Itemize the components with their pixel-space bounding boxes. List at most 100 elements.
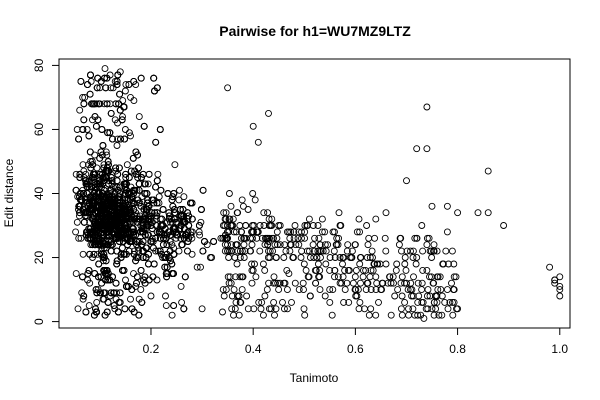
data-point xyxy=(449,298,456,306)
data-point xyxy=(306,254,314,261)
data-point xyxy=(112,164,120,172)
data-point xyxy=(128,286,136,294)
data-point xyxy=(116,106,124,114)
data-point xyxy=(365,234,373,242)
data-point xyxy=(97,193,105,201)
data-point xyxy=(208,254,216,261)
data-point xyxy=(92,308,100,316)
data-point xyxy=(252,273,260,281)
data-point xyxy=(159,254,167,261)
data-point xyxy=(99,142,107,149)
data-point xyxy=(316,241,324,249)
data-point xyxy=(93,164,101,172)
data-point xyxy=(149,196,157,204)
data-point xyxy=(311,234,319,242)
data-point xyxy=(181,218,189,226)
data-point xyxy=(83,126,91,133)
data-point xyxy=(171,215,179,223)
data-point xyxy=(220,292,228,300)
data-point xyxy=(119,97,127,105)
data-point xyxy=(426,292,434,300)
data-point xyxy=(357,279,364,287)
data-point xyxy=(197,218,205,226)
data-point xyxy=(256,222,264,229)
data-point xyxy=(329,228,337,236)
data-point xyxy=(127,167,135,175)
data-point xyxy=(113,247,121,255)
data-point xyxy=(103,225,111,233)
data-point xyxy=(418,286,426,294)
data-point xyxy=(367,286,375,294)
data-point xyxy=(405,305,412,313)
data-point xyxy=(127,238,135,245)
data-point xyxy=(413,234,421,242)
data-point xyxy=(318,228,326,236)
data-point xyxy=(97,250,105,258)
data-point xyxy=(276,279,284,287)
data-point xyxy=(147,292,155,300)
data-point xyxy=(244,305,252,313)
data-point xyxy=(264,234,272,242)
data-point xyxy=(423,292,431,300)
data-point xyxy=(79,161,87,169)
data-point xyxy=(149,244,157,252)
data-point xyxy=(403,279,410,287)
data-point xyxy=(374,260,382,268)
data-point xyxy=(145,215,153,223)
data-point xyxy=(352,292,360,300)
data-point xyxy=(248,279,256,287)
data-point xyxy=(104,129,112,137)
data-point xyxy=(111,116,119,124)
data-point xyxy=(424,286,432,294)
data-point xyxy=(122,282,130,290)
data-point xyxy=(362,266,370,274)
data-point xyxy=(546,263,554,271)
data-point xyxy=(448,279,455,287)
data-point xyxy=(314,222,322,229)
data-point xyxy=(334,241,342,249)
data-point xyxy=(229,222,237,229)
data-point xyxy=(72,186,80,194)
data-point xyxy=(168,241,176,249)
chart-title: Pairwise for h1=WU7MZ9LTZ xyxy=(219,23,411,39)
data-point xyxy=(290,234,298,242)
data-point xyxy=(289,254,297,261)
data-point xyxy=(551,279,559,287)
data-point xyxy=(199,247,207,255)
data-point xyxy=(484,167,492,175)
data-point xyxy=(103,266,111,274)
y-tick-label: 40 xyxy=(32,187,46,201)
data-point xyxy=(314,260,322,268)
data-point xyxy=(94,241,102,249)
data-point xyxy=(175,247,183,255)
data-point xyxy=(122,276,129,284)
data-point xyxy=(119,113,126,121)
data-point xyxy=(153,177,161,185)
data-point xyxy=(231,254,239,261)
data-point xyxy=(158,250,165,258)
data-point xyxy=(106,129,114,137)
data-point xyxy=(145,260,152,268)
data-point xyxy=(238,247,246,255)
data-point xyxy=(85,302,93,310)
data-point xyxy=(210,238,218,245)
data-point xyxy=(77,234,85,242)
data-point xyxy=(311,266,319,274)
data-point xyxy=(431,292,439,300)
data-point xyxy=(155,193,163,201)
data-point xyxy=(93,84,101,92)
data-point xyxy=(500,222,508,229)
data-point xyxy=(442,247,450,255)
data-point xyxy=(168,196,176,204)
data-point xyxy=(76,106,84,114)
data-point xyxy=(88,158,96,165)
data-point xyxy=(256,247,264,255)
data-point xyxy=(87,71,94,79)
data-point xyxy=(305,273,313,281)
data-point xyxy=(135,311,143,319)
data-point xyxy=(272,279,279,287)
data-point xyxy=(367,266,375,274)
data-point xyxy=(178,241,186,249)
data-point xyxy=(83,183,91,191)
